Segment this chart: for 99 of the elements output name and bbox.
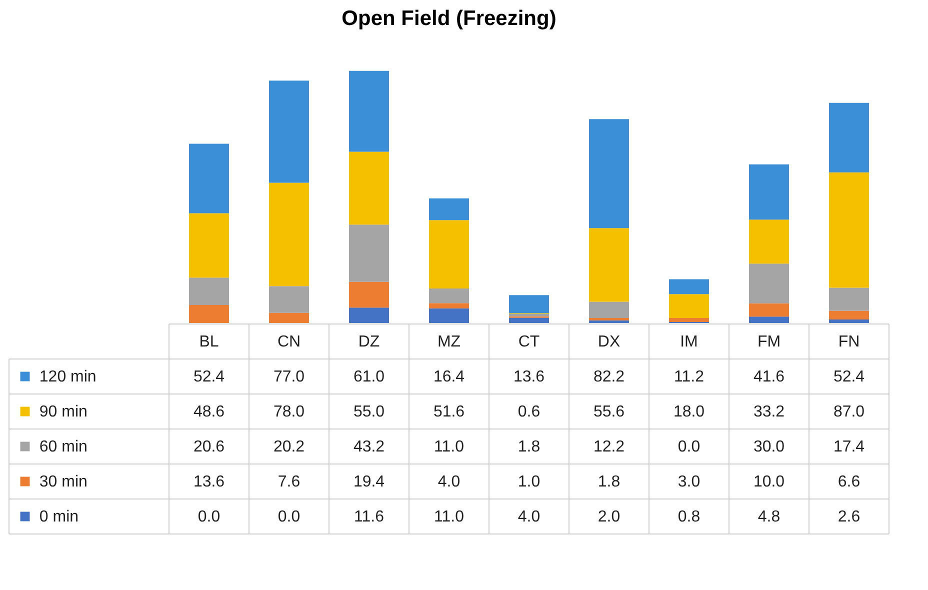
bar	[509, 295, 549, 314]
bar	[269, 312, 309, 323]
x-tick-label: CT	[518, 334, 540, 350]
data-label: 1.8	[518, 438, 540, 456]
data-label: 0.0	[198, 508, 220, 526]
data-label: 48.6	[193, 404, 225, 420]
bar	[349, 282, 389, 308]
bar	[829, 102, 869, 172]
bar	[749, 164, 789, 220]
bar	[669, 279, 709, 294]
bar	[349, 152, 389, 225]
legend-label: 30 min	[39, 474, 88, 490]
x-tick-label: DX	[598, 334, 620, 350]
bar	[749, 264, 789, 304]
bar	[509, 314, 549, 316]
data-label: 0.8	[678, 508, 700, 526]
x-tick-label: CN	[277, 334, 301, 350]
data-label: 87.0	[833, 404, 865, 420]
bar	[589, 228, 629, 302]
data-label: 43.2	[353, 438, 385, 456]
bar	[829, 310, 869, 320]
data-label: 1.8	[598, 474, 620, 490]
data-label: 55.6	[593, 404, 625, 420]
data-label: 19.4	[353, 474, 385, 490]
data-label: 30.0	[753, 438, 785, 456]
data-label: 41.6	[753, 368, 785, 386]
bar	[269, 286, 309, 313]
data-label: 55.0	[353, 404, 385, 420]
bar	[429, 220, 469, 289]
legend-label: 0 min	[39, 508, 79, 526]
data-label: 11.6	[354, 508, 384, 526]
x-tick-label: MZ	[437, 334, 461, 350]
data-label: 2.0	[598, 508, 620, 526]
data-label: 0.0	[678, 438, 700, 456]
bar	[349, 308, 389, 323]
bar	[589, 320, 629, 323]
data-label: 18.0	[673, 404, 705, 420]
data-label: 82.2	[593, 368, 625, 386]
bar	[749, 220, 789, 264]
data-label: 0.0	[278, 508, 300, 526]
bar	[189, 213, 229, 278]
bar	[749, 316, 789, 323]
bar	[429, 303, 469, 308]
data-label: 17.4	[833, 438, 865, 456]
bar	[749, 303, 789, 317]
bar	[269, 182, 309, 286]
data-label: 11.0	[434, 508, 464, 526]
bar	[669, 294, 709, 318]
data-label: 2.6	[838, 508, 860, 526]
data-label: 12.2	[593, 438, 625, 456]
bar	[509, 318, 549, 323]
data-label: 1.0	[518, 474, 540, 490]
data-label: 11.0	[434, 438, 464, 456]
x-tick-label: DZ	[358, 334, 380, 350]
data-label: 0.6	[518, 404, 540, 420]
bar	[589, 302, 629, 318]
data-label: 52.4	[193, 368, 225, 386]
bar	[349, 224, 389, 282]
bar	[589, 119, 629, 228]
data-label: 13.6	[193, 474, 225, 490]
x-tick-label: BL	[199, 334, 219, 350]
data-label: 20.2	[273, 438, 305, 456]
x-tick-label: IM	[680, 334, 698, 350]
data-label: 52.4	[833, 368, 865, 386]
data-label: 13.6	[513, 368, 545, 386]
x-tick-label: FN	[838, 334, 860, 350]
bar	[189, 144, 229, 214]
data-label: 10.0	[753, 474, 785, 490]
data-label: 7.6	[278, 474, 300, 490]
data-label: 3.0	[678, 474, 700, 490]
bar	[429, 308, 469, 323]
bar	[589, 318, 629, 320]
data-label: 4.8	[758, 508, 780, 526]
legend-label: 90 min	[39, 404, 88, 420]
bar	[429, 198, 469, 220]
chart-title: Open Field (Freezing)	[342, 7, 556, 30]
data-label: 11.2	[674, 368, 704, 386]
bar	[829, 288, 869, 311]
bar	[669, 318, 709, 322]
legend-label: 120 min	[39, 368, 96, 386]
bar	[269, 80, 309, 183]
data-label: 6.6	[838, 474, 860, 490]
bar	[189, 278, 229, 305]
bar	[829, 172, 869, 288]
bar	[189, 304, 229, 323]
bar	[429, 288, 469, 304]
data-label: 77.0	[273, 368, 305, 386]
bar	[829, 320, 869, 323]
data-label: 33.2	[753, 404, 785, 420]
x-tick-label: FM	[757, 334, 781, 350]
data-label: 78.0	[273, 404, 305, 420]
data-label: 20.6	[193, 438, 225, 456]
data-label: 4.0	[518, 508, 540, 526]
data-label: 16.4	[433, 368, 465, 386]
data-label: 51.6	[433, 404, 465, 420]
legend-label: 60 min	[39, 438, 88, 456]
data-label: 4.0	[438, 474, 460, 490]
bar	[349, 70, 389, 152]
data-label: 61.0	[353, 368, 385, 386]
